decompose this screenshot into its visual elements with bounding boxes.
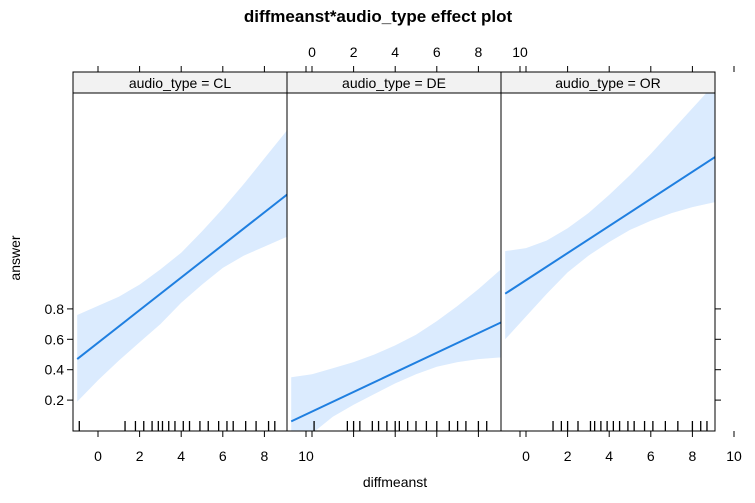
x-tick-label: 10 xyxy=(726,448,742,464)
y-tick-label: 0.6 xyxy=(45,331,65,347)
y-axis-label: answer xyxy=(7,235,23,280)
panel-border xyxy=(500,71,716,432)
x-tick-label-top: 0 xyxy=(308,44,316,60)
x-tick-label-top: 8 xyxy=(475,44,483,60)
x-tick-label-top: 4 xyxy=(391,44,399,60)
x-tick-label-top: 2 xyxy=(350,44,358,60)
panel-1: audio_type = CL xyxy=(72,71,288,432)
x-axis-label: diffmeanst xyxy=(363,474,427,490)
x-tick-label-top: 6 xyxy=(433,44,441,60)
fit-line xyxy=(76,193,287,360)
x-tick-label: 0 xyxy=(94,448,102,464)
x-tick-label: 2 xyxy=(136,448,144,464)
x-tick-label: 4 xyxy=(605,448,613,464)
panel-3: audio_type = OR xyxy=(500,71,716,432)
strip-label: audio_type = OR xyxy=(555,75,660,91)
x-tick-label: 4 xyxy=(177,448,185,464)
x-tick-label-top: 10 xyxy=(512,44,528,60)
panel-2: audio_type = DE xyxy=(286,71,502,432)
axes-group: 0 0 0 2 2 2 4 4 4 6 6 6 8 8 8 10 10 10 0.2 0.4 0.6 0.8 xyxy=(45,44,742,464)
confidence-band xyxy=(77,130,287,402)
x-tick-label: 8 xyxy=(689,448,697,464)
x-tick-label: 0 xyxy=(522,448,530,464)
fit-line xyxy=(504,155,715,295)
x-tick-label: 10 xyxy=(298,448,314,464)
panel-border xyxy=(72,71,288,432)
y-tick-label: 0.4 xyxy=(45,362,65,378)
panels-group: audio_type = CL audio_type = DE audio_type… xyxy=(72,71,716,432)
strip-label: audio_type = CL xyxy=(129,75,232,91)
confidence-band xyxy=(291,269,501,431)
x-tick-label: 8 xyxy=(261,448,269,464)
fit-line xyxy=(290,321,501,423)
x-tick-label: 6 xyxy=(647,448,655,464)
x-tick-label: 2 xyxy=(564,448,572,464)
y-tick-label: 0.8 xyxy=(45,301,65,317)
strip-label: audio_type = DE xyxy=(342,75,446,91)
y-tick-label: 0.2 xyxy=(45,392,65,408)
x-tick-label: 6 xyxy=(219,448,227,464)
chart-title: diffmeanst*audio_type effect plot xyxy=(244,7,513,26)
confidence-band xyxy=(505,93,715,340)
